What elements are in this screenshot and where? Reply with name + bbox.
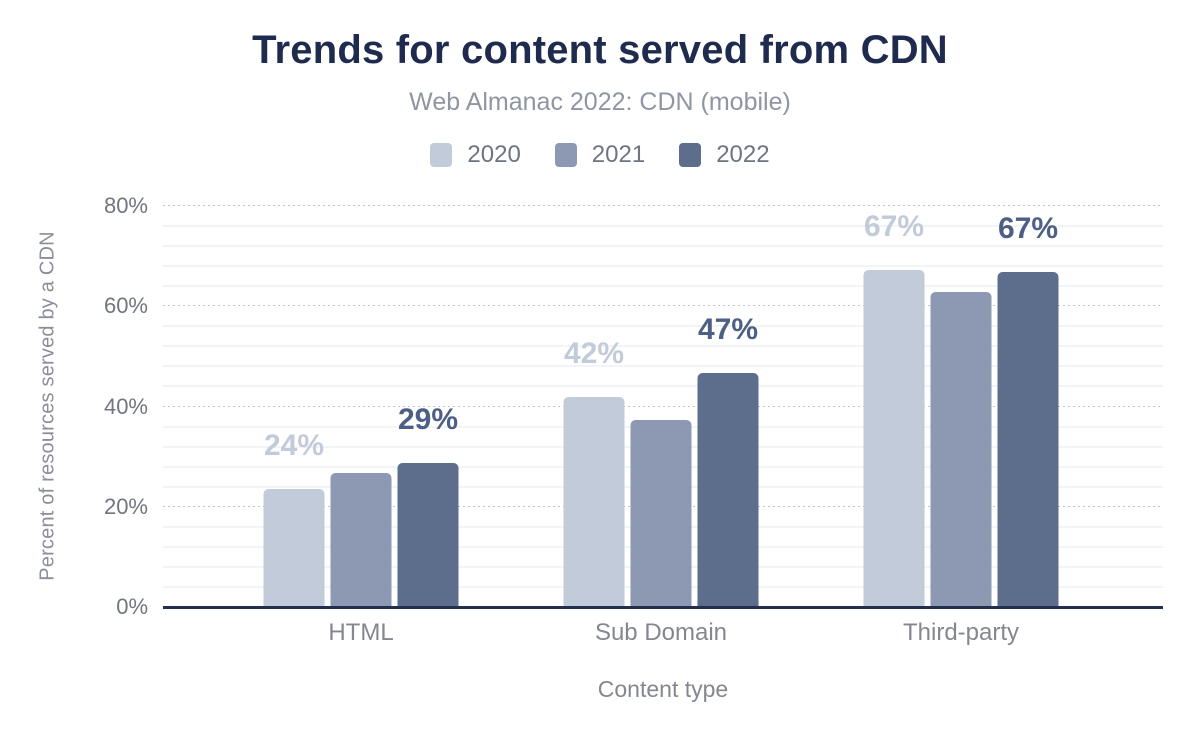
x-tick-label: HTML (328, 619, 394, 646)
bar-value-label: 67% (997, 211, 1059, 245)
legend-swatch-2021 (554, 143, 577, 167)
y-tick-label: 80% (103, 193, 148, 218)
gridline-minor (163, 385, 1163, 388)
bar-2020-Sub Domain[interactable]: 42% (563, 339, 625, 607)
legend-label: 2020 (467, 141, 521, 168)
gridline-minor (163, 345, 1163, 348)
category-group-Third-party: 67% 67% Third-party (811, 206, 1111, 646)
bar-value-label: 29% (397, 403, 459, 437)
gridline-minor (163, 265, 1163, 268)
legend: 2020 2021 2022 (0, 141, 1200, 169)
category-group-Sub Domain: 42% 47% Sub Domain (511, 206, 811, 646)
chart-subtitle: Web Almanac 2022: CDN (mobile) (409, 88, 791, 116)
bar-value-label: 47% (697, 312, 759, 346)
x-axis-baseline (163, 606, 1163, 609)
legend-item-2021: 2021 (554, 141, 646, 169)
gridline-major (163, 405, 1163, 408)
gridline-major (163, 305, 1163, 308)
legend-label: 2021 (591, 141, 646, 168)
gridline-minor (163, 285, 1163, 288)
gridline-major (163, 205, 1163, 207)
gridline-minor (163, 365, 1163, 368)
legend-item-2020: 2020 (430, 141, 521, 169)
y-tick-label: 40% (103, 393, 148, 419)
bar-2020-HTML[interactable]: 24% (263, 431, 325, 607)
category-group-HTML: 24% 29% HTML (211, 206, 511, 646)
bar-cluster: 24% 29% (263, 405, 459, 607)
bar-2021-HTML[interactable] (330, 473, 392, 607)
y-axis-ticks: 0% 20% 40% 60% 80% (0, 195, 148, 618)
bar-cluster: 42% 47% (563, 314, 759, 607)
y-tick-label: 20% (103, 493, 148, 519)
legend-item-2022: 2022 (679, 141, 770, 169)
legend-swatch-2022 (679, 143, 702, 167)
legend-swatch-2020 (430, 143, 453, 167)
gridline-minor (163, 225, 1163, 228)
bar-2022-HTML[interactable]: 29% (397, 405, 459, 607)
bar-cluster: 67% 67% (863, 211, 1059, 607)
bar-2021-Third-party[interactable] (930, 291, 992, 607)
bar-value-label: 42% (563, 337, 625, 371)
bar-value-label: 24% (263, 429, 325, 463)
y-tick-label: 60% (103, 293, 148, 319)
bar-groups: 24% 29% HTML 42% 47% Sub Domain 67% 67% Third-pa… (211, 206, 1111, 646)
bar-2022-Sub Domain[interactable]: 47% (697, 314, 759, 607)
x-axis-title: Content type (597, 676, 729, 702)
legend-label: 2022 (716, 141, 770, 168)
gridline-minor (163, 245, 1163, 248)
bar-value-label: 67% (863, 209, 925, 243)
plot-area: 24% 29% HTML 42% 47% Sub Domain 67% 67% Third-pa… (163, 205, 1163, 646)
y-tick-label: 0% (116, 594, 148, 619)
chart-title: Trends for content served from CDN (252, 28, 948, 72)
gridline-minor (163, 325, 1163, 328)
x-tick-label: Sub Domain (594, 619, 728, 646)
x-tick-label: Third-party (902, 619, 1020, 646)
bar-2022-Third-party[interactable]: 67% (997, 213, 1059, 607)
bar-2020-Third-party[interactable]: 67% (863, 211, 925, 607)
bar-2021-Sub Domain[interactable] (630, 420, 692, 607)
